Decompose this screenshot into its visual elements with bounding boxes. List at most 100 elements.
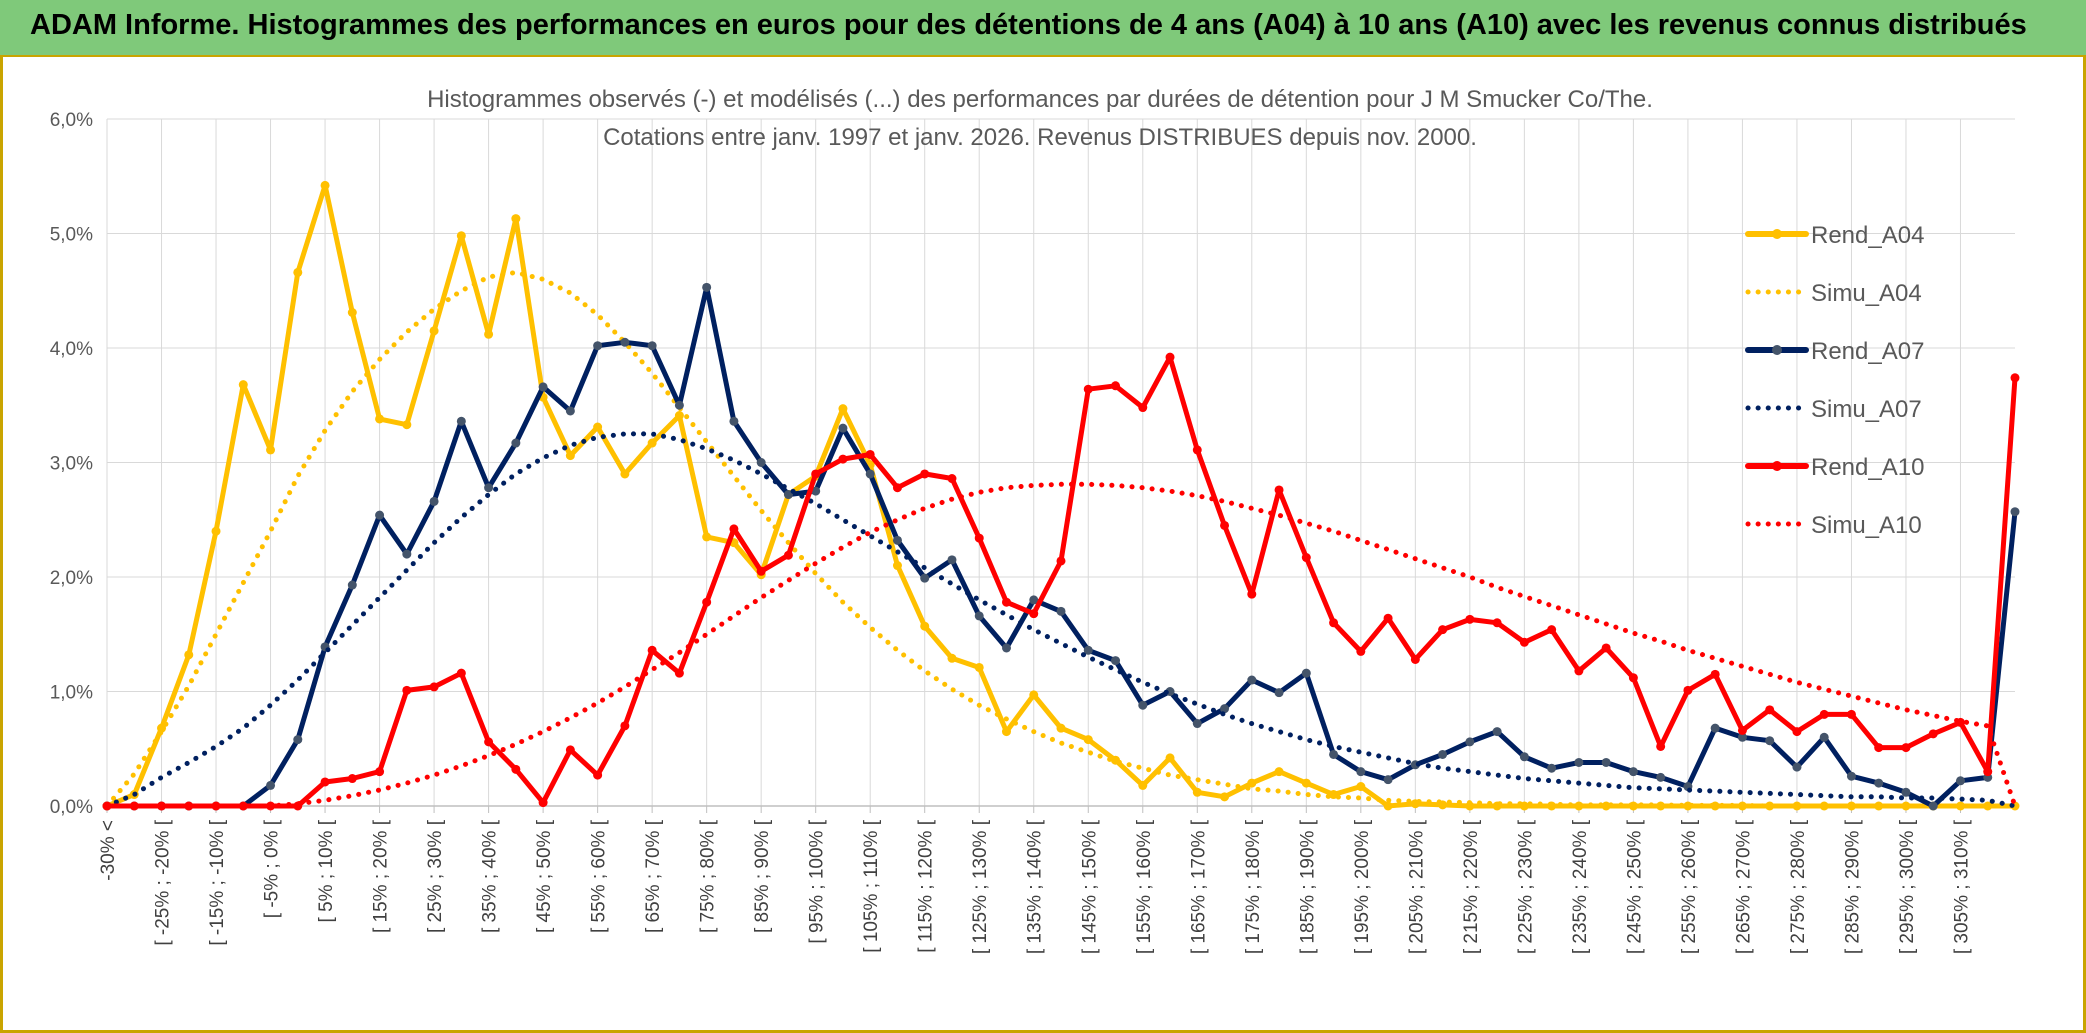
data-point: [1846, 771, 1856, 781]
x-tick-label: [ -25% ; -20% [: [153, 819, 174, 945]
x-tick-label: [ 15% ; 20% [: [371, 819, 392, 933]
data-point: [1574, 757, 1584, 767]
data-point: [1247, 589, 1257, 599]
legend-label-simu_a10: Simu_A10: [1811, 512, 1922, 539]
data-point: [1547, 763, 1557, 773]
x-tick-label: [ 185% ; 190% [: [1297, 819, 1318, 954]
data-point: [620, 469, 630, 479]
legend-label-simu_a04: Simu_A04: [1811, 280, 1922, 307]
data-point: [429, 326, 439, 336]
data-point: [756, 458, 766, 467]
data-point: [1029, 690, 1039, 700]
data-point: [811, 486, 821, 496]
x-tick-label: [ 295% ; 300% [: [1897, 819, 1918, 954]
data-point: [347, 774, 357, 784]
x-tick-label: [ 305% ; 310% [: [1951, 819, 1972, 954]
data-point: [1574, 666, 1584, 676]
data-point: [1247, 778, 1257, 788]
data-point: [2010, 373, 2020, 383]
data-point: [1819, 732, 1829, 742]
data-point: [1601, 757, 1611, 767]
y-tick-label: 1,0%: [50, 683, 93, 704]
x-tick-label: [ -5% ; 0% [: [262, 819, 283, 918]
data-point: [402, 420, 412, 430]
data-point: [1656, 741, 1666, 751]
chart-frame: 0,0% 1,0% 2,0% 3,0% 4,0% 5,0% 6,0% -30% < [ -25%…: [0, 57, 2086, 1033]
x-tick-label: [ 165% ; 170% [: [1188, 819, 1209, 954]
data-point: [1056, 606, 1066, 616]
data-point: [1710, 669, 1720, 679]
x-tick-label: [ 155% ; 160% [: [1134, 819, 1155, 954]
data-point: [565, 406, 575, 416]
x-tick-label: [ 245% ; 250% [: [1624, 819, 1645, 954]
data-point: [674, 400, 684, 410]
data-point: [1955, 801, 1965, 811]
report-title: ADAM Informe. Histogrammes des performan…: [30, 9, 2027, 41]
data-point: [1628, 673, 1638, 683]
x-tick-label: [ 75% ; 80% [: [698, 819, 719, 933]
data-point: [892, 535, 902, 545]
x-tick-label: [ 215% ; 220% [: [1461, 819, 1482, 954]
data-point: [429, 682, 439, 692]
data-point: [756, 566, 766, 576]
chart-title-line2: Cotations entre janv. 1997 et janv. 2026…: [603, 124, 1477, 151]
data-point: [1846, 709, 1856, 719]
data-point: [1001, 597, 1011, 607]
data-point: [865, 469, 875, 479]
data-point: [1547, 625, 1557, 635]
grid-lines: [106, 118, 2015, 807]
data-point: [456, 231, 466, 241]
data-point: [266, 445, 276, 455]
data-point: [1928, 801, 1938, 811]
data-point: [484, 329, 494, 339]
data-point: [320, 777, 330, 787]
data-point: [1465, 614, 1475, 624]
data-point: [347, 580, 357, 590]
x-tick-label: [ 125% ; 130% [: [970, 819, 991, 954]
data-point: [1165, 352, 1175, 362]
data-point: [674, 668, 684, 678]
data-point: [1874, 778, 1884, 788]
x-tick-label: [ 275% ; 280% [: [1788, 819, 1809, 954]
data-point: [674, 411, 684, 421]
data-point: [1519, 752, 1529, 762]
data-point: [1301, 553, 1311, 563]
x-tick-label: [ 45% ; 50% [: [534, 819, 555, 933]
data-point: [238, 380, 248, 390]
data-point: [1383, 613, 1393, 623]
data-point: [1765, 705, 1775, 715]
data-point: [974, 611, 984, 621]
x-tick-label: [ 145% ; 150% [: [1079, 819, 1100, 954]
data-point: [1410, 654, 1420, 664]
data-point: [974, 662, 984, 672]
data-point: [1001, 727, 1011, 737]
data-point: [783, 490, 793, 500]
data-point: [1656, 772, 1666, 782]
series-line-simu_a10: [104, 481, 2018, 809]
data-point: [702, 532, 712, 542]
data-point: [1274, 688, 1284, 698]
data-point: [1165, 753, 1175, 763]
data-point: [647, 341, 657, 351]
data-point: [1874, 743, 1884, 753]
data-point: [1983, 767, 1993, 777]
x-tick-label: [ 255% ; 260% [: [1679, 819, 1700, 954]
data-point: [838, 423, 848, 433]
legend: Rend_A04 Simu_A04 Rend_A07 Simu_A07 Rend_A10…: [1745, 222, 1924, 539]
data-point: [402, 685, 412, 695]
data-point: [1955, 776, 1965, 786]
legend-marker: [1772, 229, 1782, 239]
data-point: [1274, 767, 1284, 777]
data-point: [702, 282, 712, 292]
data-point: [1356, 646, 1366, 656]
data-point: [593, 770, 603, 780]
data-point: [1901, 743, 1911, 753]
data-point: [838, 454, 848, 464]
data-point: [1247, 675, 1257, 685]
data-point: [1438, 625, 1448, 635]
data-point: [647, 438, 657, 448]
series-line-simu_a07: [104, 431, 2018, 809]
x-tick-label: [ 25% ; 30% [: [425, 819, 446, 933]
data-point: [565, 451, 575, 461]
data-point: [1492, 727, 1502, 737]
